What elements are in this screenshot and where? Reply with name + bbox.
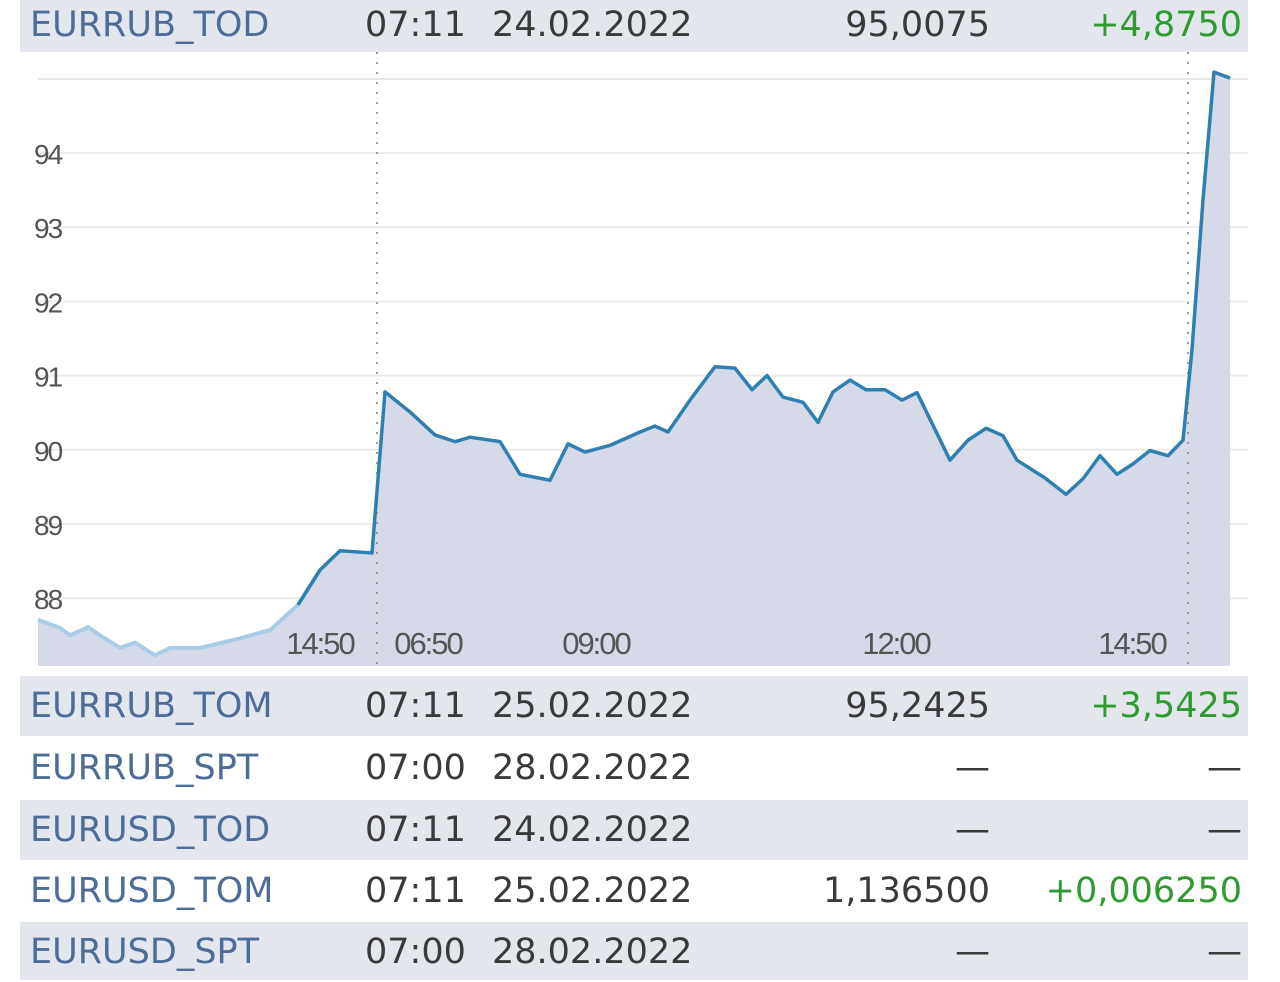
quote-time: 07:11: [365, 5, 466, 45]
quote-time: 07:11: [365, 686, 466, 726]
ticker-name[interactable]: EURUSD_TOM: [30, 871, 274, 911]
quote-change: +3,5425: [1090, 686, 1242, 726]
quote-row[interactable]: EURUSD_SPT 07:00 28.02.2022 — —: [20, 922, 1248, 980]
ticker-name[interactable]: EURRUB_TOD: [30, 5, 270, 45]
quote-change: +0,006250: [1045, 871, 1242, 911]
quote-date: 28.02.2022: [492, 932, 693, 972]
quote-row[interactable]: EURRUB_TOD 07:11 24.02.2022 95,0075 +4,8…: [20, 0, 1248, 52]
y-tick-label: 90: [34, 436, 63, 467]
quote-row[interactable]: EURUSD_TOD 07:11 24.02.2022 — —: [20, 800, 1248, 860]
quote-price: —: [955, 932, 990, 972]
quote-change: +4,8750: [1090, 5, 1242, 45]
y-tick-label: 93: [34, 213, 63, 244]
y-tick-label: 89: [34, 510, 63, 541]
x-tick-label: 12:00: [862, 626, 931, 661]
quote-change: —: [1207, 748, 1242, 788]
quote-time: 07:11: [365, 810, 466, 850]
quote-date: 24.02.2022: [492, 810, 693, 850]
quote-row[interactable]: EURRUB_TOM 07:11 25.02.2022 95,2425 +3,5…: [20, 676, 1248, 736]
quote-price: —: [955, 810, 990, 850]
y-tick-label: 92: [34, 287, 63, 318]
quote-change: —: [1207, 932, 1242, 972]
quote-price: 95,2425: [845, 686, 990, 726]
ticker-name[interactable]: EURUSD_TOD: [30, 810, 271, 850]
quote-date: 25.02.2022: [492, 686, 693, 726]
x-tick-label: 06:50: [394, 626, 463, 661]
quote-time: 07:00: [365, 932, 466, 972]
ticker-name[interactable]: EURUSD_SPT: [30, 932, 260, 972]
ticker-name[interactable]: EURRUB_TOM: [30, 686, 273, 726]
quote-date: 25.02.2022: [492, 871, 693, 911]
y-tick-label: 94: [34, 139, 63, 170]
y-tick-label: 88: [34, 584, 63, 615]
ticker-name[interactable]: EURRUB_SPT: [30, 748, 259, 788]
quote-price: 1,136500: [822, 871, 990, 911]
price-chart: 88 89 90 91 92 93 94 14:50 06:50 09:00 12:00 14:50: [34, 52, 1248, 670]
quote-date: 28.02.2022: [492, 748, 693, 788]
quote-time: 07:11: [365, 871, 466, 911]
chart-area-fill: [38, 72, 1230, 666]
quote-price: 95,0075: [845, 5, 990, 45]
series-line: [296, 70, 1231, 606]
series-line-previous-session: [37, 568, 322, 658]
quote-time: 07:00: [365, 748, 466, 788]
quote-date: 24.02.2022: [492, 5, 693, 45]
quote-change: —: [1207, 810, 1242, 850]
quote-price: —: [955, 748, 990, 788]
x-tick-label: 09:00: [562, 626, 631, 661]
quote-row[interactable]: EURUSD_TOM 07:11 25.02.2022 1,136500 +0,…: [20, 861, 1248, 921]
quote-row[interactable]: EURRUB_SPT 07:00 28.02.2022 — —: [20, 738, 1248, 798]
y-tick-label: 91: [34, 362, 63, 393]
x-tick-label: 14:50: [1098, 626, 1167, 661]
x-tick-label: 14:50: [286, 626, 355, 661]
